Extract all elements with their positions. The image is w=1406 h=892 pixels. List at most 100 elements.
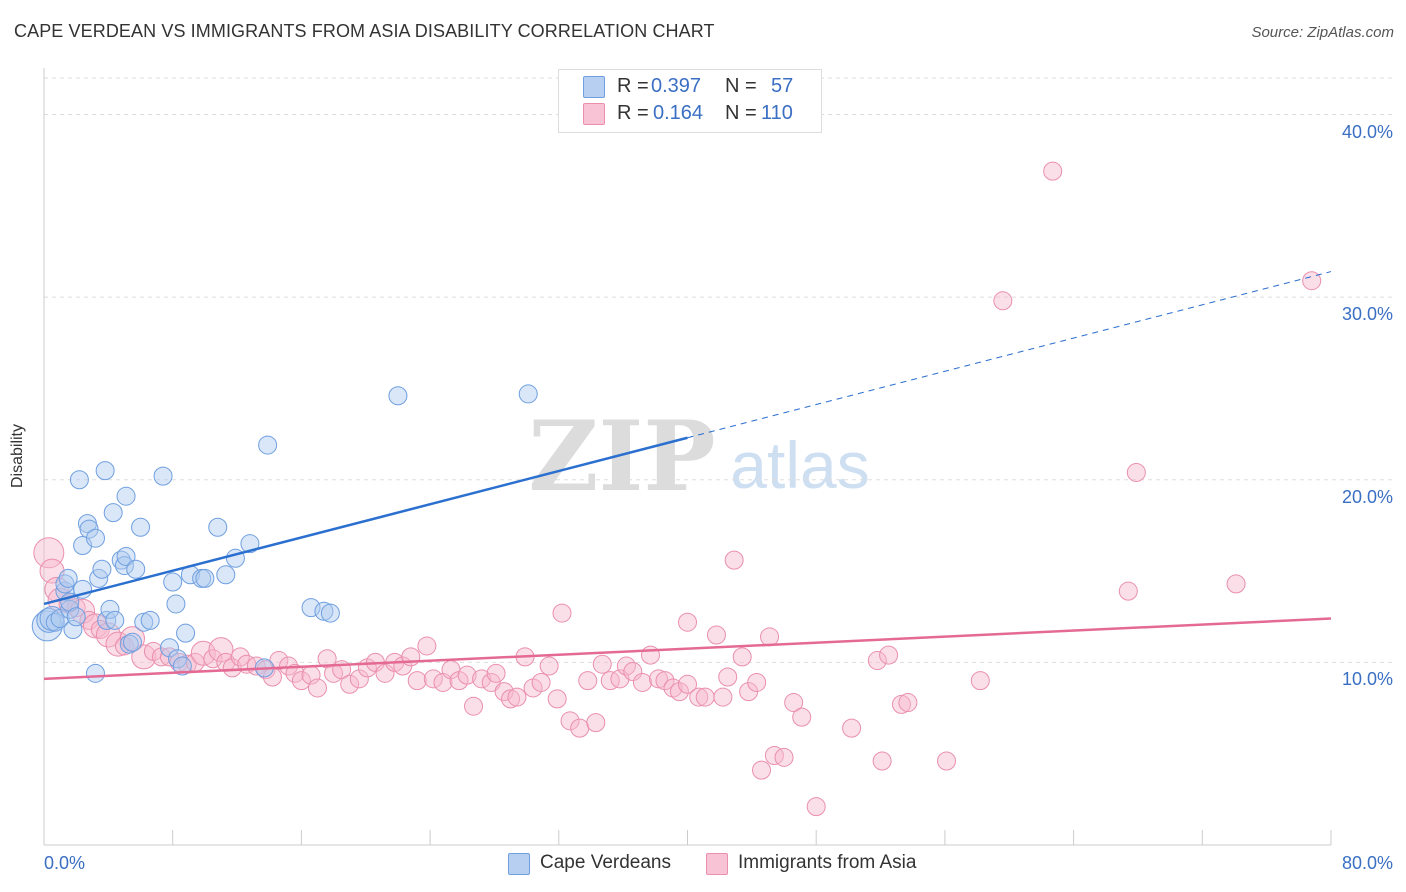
data-point [258, 435, 278, 455]
data-point [240, 534, 260, 554]
data-point [891, 694, 911, 714]
data-point [560, 711, 580, 731]
data-point [547, 689, 567, 709]
data-point [752, 760, 772, 780]
data-point [507, 687, 527, 707]
series-legend-label: Cape Verdeans [540, 852, 671, 873]
data-point [388, 386, 408, 406]
data-point [747, 672, 767, 692]
data-point [314, 601, 334, 621]
data-point [872, 751, 892, 771]
trend-line-immigrants-from-asia [43, 617, 1332, 681]
data-point [669, 682, 689, 702]
data-point [655, 671, 675, 691]
data-point [632, 672, 652, 692]
data-point [92, 559, 112, 579]
data-point [1126, 462, 1146, 482]
data-point [539, 656, 559, 676]
data-point [208, 637, 234, 663]
data-point [116, 486, 136, 506]
legend-r-label: R = [617, 102, 649, 124]
series-legend: Cape Verdeans Immigrants from Asia [0, 852, 1406, 878]
data-point [1043, 161, 1063, 181]
y-tick-label: 30.0% [1341, 304, 1393, 325]
trend-line-cape-verdeans [43, 436, 688, 606]
data-point [222, 658, 242, 678]
data-point [689, 687, 709, 707]
data-point [340, 674, 360, 694]
data-point [119, 634, 139, 654]
source-label: Source: ZipAtlas.com [1251, 24, 1394, 41]
data-point [349, 669, 369, 689]
data-point [131, 644, 157, 670]
axes [43, 68, 1332, 846]
data-point [570, 718, 590, 738]
y-tick-label: 10.0% [1341, 669, 1393, 690]
data-point [105, 610, 125, 630]
data-point [732, 647, 752, 667]
data-point [291, 671, 311, 691]
data-point [713, 687, 733, 707]
data-point [552, 603, 572, 623]
data-point [663, 678, 683, 698]
data-point [63, 620, 83, 640]
data-point [285, 663, 305, 683]
data-point [706, 625, 726, 645]
data-point [649, 669, 669, 689]
data-point [172, 656, 192, 676]
data-point [163, 572, 183, 592]
data-point [97, 610, 117, 630]
legend-n-value: 110 [761, 102, 793, 124]
series-legend-label: Immigrants from Asia [738, 852, 917, 873]
data-point [103, 503, 123, 523]
data-point [806, 797, 826, 817]
data-point [623, 662, 643, 682]
data-point [695, 687, 715, 707]
data-point [792, 707, 812, 727]
trend-lines [43, 271, 1332, 681]
data-point [301, 598, 321, 618]
data-point [166, 594, 186, 614]
watermark-atlas: atlas [730, 428, 869, 502]
data-point [66, 607, 86, 627]
data-point [122, 632, 142, 652]
data-point [760, 627, 780, 647]
data-point [472, 669, 492, 689]
data-point [718, 667, 738, 687]
data-point [246, 656, 266, 676]
data-point [518, 384, 538, 404]
data-point [501, 689, 521, 709]
data-point [1226, 574, 1246, 594]
stats-legend: R = 0.397 N = 57 R = 0.164 N = 110 [558, 69, 822, 133]
data-point [879, 645, 899, 665]
data-point [131, 517, 151, 537]
data-point [1302, 271, 1322, 291]
data-point [230, 647, 250, 667]
series-legend-swatch-blue [508, 853, 530, 875]
data-point [867, 651, 887, 671]
data-point [784, 693, 804, 713]
data-point [320, 603, 340, 623]
grid-lines [44, 77, 1392, 663]
data-point [640, 645, 660, 665]
data-point [69, 470, 89, 490]
data-point [85, 528, 105, 548]
data-point [85, 663, 105, 683]
chart-title: CAPE VERDEAN VS IMMIGRANTS FROM ASIA DIS… [14, 21, 715, 41]
data-point [724, 550, 744, 570]
data-point [216, 565, 236, 585]
data-point [417, 636, 437, 656]
data-point [195, 568, 215, 588]
data-point [100, 599, 120, 619]
data-point [678, 674, 697, 694]
data-point [60, 599, 80, 619]
data-point [407, 671, 427, 691]
data-point [55, 574, 75, 594]
data-point [592, 654, 612, 674]
data-point [600, 671, 620, 691]
series-legend-swatch-pink [706, 853, 728, 875]
data-point [159, 638, 179, 658]
legend-swatch-blue [583, 76, 605, 98]
x-axis-min-label: 0.0% [44, 853, 86, 873]
